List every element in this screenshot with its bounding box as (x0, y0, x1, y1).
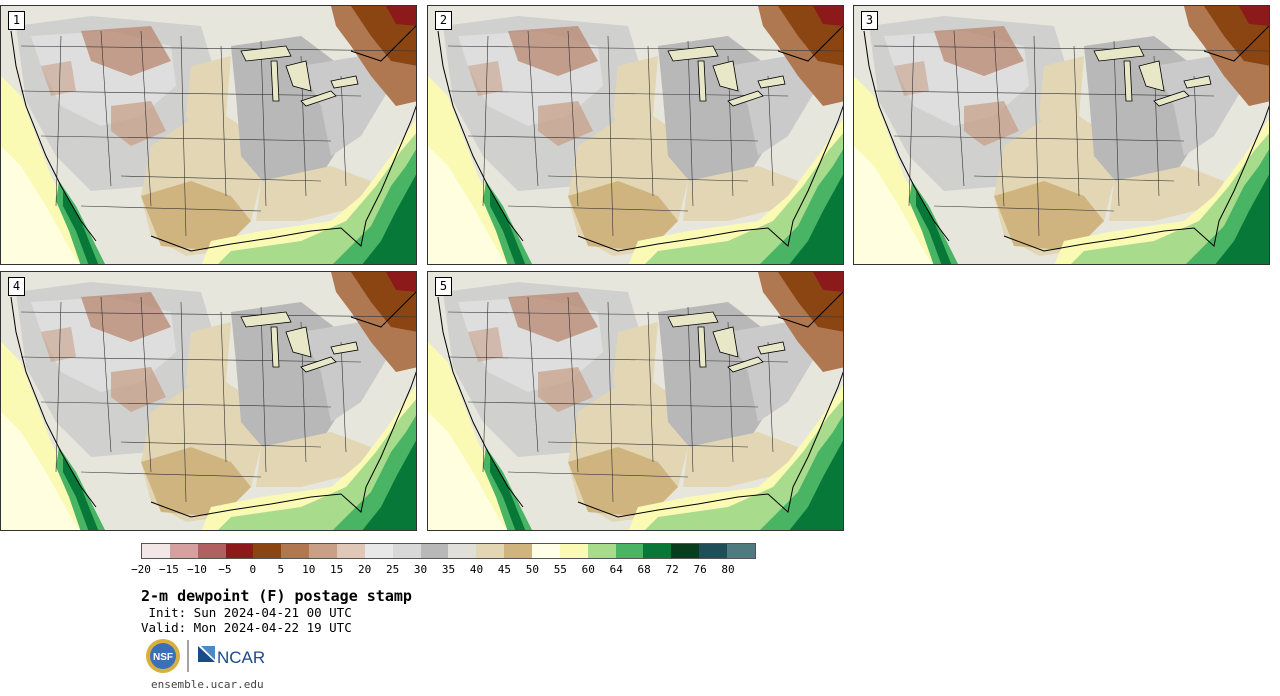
colorbar-swatch (281, 544, 310, 558)
colorbar-tick-label: 30 (413, 563, 428, 576)
map-panel-1: 1 (0, 5, 417, 265)
colorbar-swatch (559, 544, 588, 558)
colorbar-tick-label: −5 (218, 563, 232, 576)
colorbar-tick-label: 15 (330, 563, 344, 576)
colorbar-swatch (532, 544, 560, 558)
colorbar-swatch (392, 544, 421, 558)
colorbar-tick-label: 76 (693, 563, 707, 576)
map-panel-4: 4 (0, 271, 417, 531)
ncar-logo-icon: NCAR (198, 646, 265, 667)
colorbar-tick-label: 64 (609, 563, 623, 576)
colorbar-swatch (309, 544, 338, 558)
nsf-logo-icon: NSF (146, 639, 180, 673)
map-panel-2: 2 (427, 5, 844, 265)
ncar-logo-text: NCAR (217, 648, 265, 667)
panel-number: 4 (8, 277, 25, 296)
colorbar-swatch (643, 544, 672, 558)
colorbar-swatch (587, 544, 616, 558)
panel-number: 5 (435, 277, 452, 296)
website-url: ensemble.ucar.edu (151, 678, 264, 691)
logos: NSF NCAR (145, 638, 285, 674)
colorbar-swatch (364, 544, 393, 558)
panel-number: 1 (8, 11, 25, 30)
colorbar-tick-label: −20 (131, 563, 151, 576)
colorbar-tick-label: 40 (469, 563, 484, 576)
colorbar-tick-label: 50 (525, 563, 539, 576)
colorbar-tick-label: 5 (277, 563, 285, 576)
colorbar-tick-label: −10 (186, 563, 207, 576)
colorbar-swatch (727, 544, 755, 558)
colorbar-swatch (142, 544, 170, 558)
colorbar-tick-label: 55 (553, 563, 567, 576)
colorbar-ticks: −20 −15 −10 −5 0 5 10 15 20 25 30 35 40 45 50 55 60 64 68 7… (131, 563, 756, 577)
valid-time: Valid: Mon 2024-04-22 19 UTC (141, 620, 352, 635)
colorbar-tick-label: 68 (637, 563, 651, 576)
colorbar-tick-label: 72 (665, 563, 679, 576)
colorbar-tick-label: 35 (441, 563, 456, 576)
colorbar-swatch (420, 544, 449, 558)
colorbar-swatch (448, 544, 477, 558)
map-panel-3: 3 (853, 5, 1270, 265)
colorbar-swatch (169, 544, 198, 558)
colorbar-swatch (699, 544, 728, 558)
colorbar-tick-label: 25 (385, 563, 400, 576)
init-time: Init: Sun 2024-04-21 00 UTC (141, 605, 352, 620)
figure-title: 2-m dewpoint (F) postage stamp (141, 587, 412, 605)
nsf-logo-text: NSF (153, 652, 173, 663)
map-panel-5: 5 (427, 271, 844, 531)
colorbar-swatch (476, 544, 505, 558)
colorbar-tick-label: 10 (302, 563, 316, 576)
colorbar-swatch (671, 544, 700, 558)
colorbar-swatch (615, 544, 644, 558)
colorbar-swatch (504, 544, 533, 558)
panel-number: 3 (861, 11, 878, 30)
colorbar-swatch (337, 544, 365, 558)
colorbar-swatch (253, 544, 282, 558)
colorbar-swatch (197, 544, 226, 558)
colorbar-tick-label: 20 (358, 563, 372, 576)
colorbar-tick-label: −15 (159, 563, 179, 576)
colorbar-tick-label: 60 (581, 563, 595, 576)
colorbar-tick-label: 45 (497, 563, 512, 576)
colorbar (141, 543, 756, 559)
colorbar-swatch (225, 544, 254, 558)
colorbar-tick-label: 80 (721, 563, 735, 576)
panel-number: 2 (435, 11, 452, 30)
colorbar-tick-label: 0 (249, 563, 257, 576)
